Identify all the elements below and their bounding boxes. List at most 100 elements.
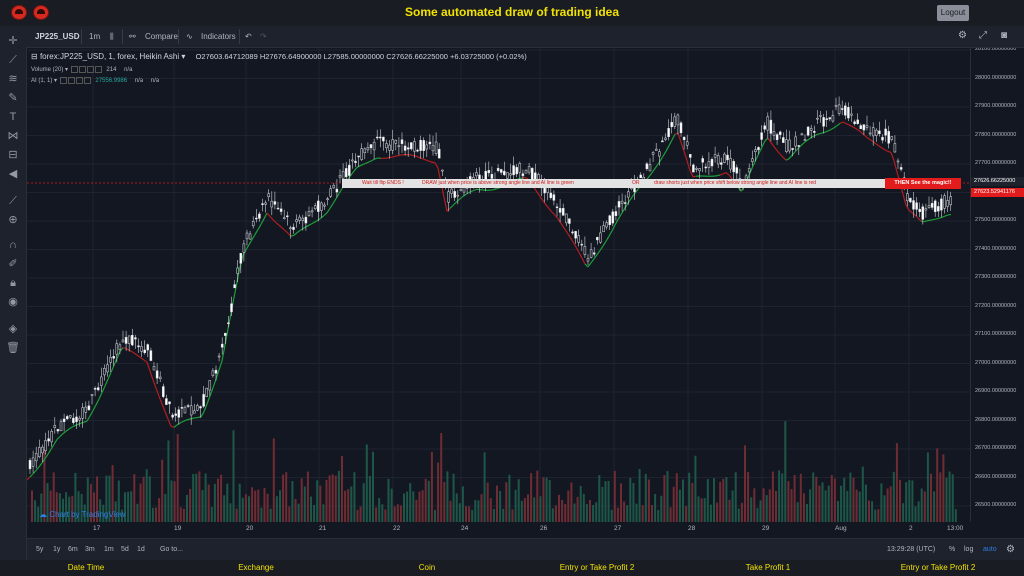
- candle-body: [853, 121, 856, 124]
- candle-body: [286, 215, 289, 218]
- watermark-text[interactable]: Chart by TradingView: [49, 510, 126, 519]
- compare-icon[interactable]: ⚯: [129, 32, 136, 41]
- price-tick-label: 26600.00000000: [975, 473, 1017, 480]
- crosshair-icon[interactable]: ✛: [8, 35, 18, 47]
- candle-body: [506, 172, 509, 179]
- eye-icon[interactable]: ◉: [8, 296, 18, 308]
- candle-body: [224, 332, 227, 336]
- ai-line-segment: [776, 150, 781, 155]
- date-tick-label: 19: [174, 525, 182, 532]
- volume-bar: [415, 499, 418, 522]
- tradingview-watermark[interactable]: ☁ Chart by TradingView: [39, 510, 126, 519]
- ai-line-segment: [242, 249, 247, 256]
- logout-button[interactable]: Logout: [937, 5, 969, 21]
- measure-icon[interactable]: ⊟: [8, 149, 18, 161]
- volume-label[interactable]: Volume (20): [31, 67, 64, 74]
- candle-body: [422, 140, 425, 151]
- undo-icon[interactable]: ↶: [245, 32, 252, 41]
- pattern-icon[interactable]: ⋈: [7, 130, 19, 142]
- candle-body: [313, 205, 317, 210]
- ai-line-segment: [647, 173, 652, 179]
- magnet-icon[interactable]: ∩: [9, 239, 17, 251]
- fib-icon[interactable]: ≋: [8, 73, 18, 85]
- volume-bar: [471, 509, 474, 522]
- arrow-left-icon[interactable]: ◀: [8, 168, 18, 180]
- fullscreen-icon[interactable]: ⤢: [979, 30, 987, 41]
- volume-bar: [579, 485, 582, 522]
- log-toggle[interactable]: log: [964, 546, 974, 553]
- redo-icon[interactable]: ↷: [260, 32, 267, 41]
- layers-icon[interactable]: ◈: [8, 323, 18, 335]
- legend-symbol[interactable]: forex:JP225_USD, 1, forex, Heikin Ashi: [39, 52, 180, 61]
- ruler-icon[interactable]: ⟋: [9, 195, 17, 207]
- volume-bar: [496, 485, 498, 522]
- ai-line-segment: [35, 466, 40, 471]
- trendline-icon[interactable]: ⟋: [9, 54, 17, 66]
- camera-icon[interactable]: ◙: [1001, 30, 1008, 41]
- candle-body: [450, 188, 453, 194]
- ai-line-segment: [887, 150, 892, 154]
- ai-label[interactable]: AI (1, 1): [31, 78, 53, 85]
- bottom-settings-icon[interactable]: ⚙: [1006, 544, 1015, 555]
- lock-icon[interactable]: 🔒︎: [10, 277, 16, 289]
- date-axis[interactable]: 17 19 20 21 22 24 26 27 28 29 Aug 2 13:00: [27, 522, 970, 536]
- volume-bar: [948, 471, 951, 522]
- text-tool-icon[interactable]: T: [9, 111, 17, 123]
- candle-body: [561, 208, 565, 216]
- chart-area[interactable]: ⊟ forex:JP225_USD, 1, forex, Heikin Ashi…: [27, 48, 970, 522]
- range-1y[interactable]: 1y: [53, 546, 61, 553]
- candle-body: [344, 168, 348, 178]
- candle-body: [769, 119, 773, 134]
- ai-line-segment: [281, 227, 286, 231]
- indicators-icon[interactable]: ∿: [186, 32, 193, 41]
- candle-body: [385, 143, 388, 149]
- candle-body: [360, 148, 363, 160]
- date-tick-label: 24: [461, 525, 469, 532]
- indicators-button[interactable]: Indicators: [201, 32, 236, 41]
- candle-body: [713, 154, 717, 158]
- brush-icon[interactable]: ✎: [8, 92, 18, 104]
- volume-bar: [759, 500, 762, 522]
- range-1m[interactable]: 1m: [104, 546, 114, 553]
- candle-style-icon[interactable]: ⫼: [110, 32, 114, 41]
- range-1d[interactable]: 1d: [137, 546, 145, 553]
- range-5y[interactable]: 5y: [36, 546, 44, 553]
- candle-body: [100, 376, 103, 386]
- compare-button[interactable]: Compare: [145, 32, 178, 41]
- candle-body: [716, 155, 720, 165]
- symbol-selector[interactable]: JP225_USD: [35, 32, 80, 41]
- price-tick-label: 26900.00000000: [975, 388, 1017, 394]
- percent-toggle[interactable]: %: [949, 546, 956, 553]
- legend-collapse-icon[interactable]: ⊟: [31, 52, 38, 61]
- ai-line-segment: [332, 198, 337, 204]
- volume-bar: [458, 503, 461, 522]
- lock-draw-icon[interactable]: ✐: [8, 258, 18, 270]
- volume-bar: [424, 478, 427, 522]
- volume-bar: [167, 440, 170, 522]
- price-axis[interactable]: 28100.00000000 28000.00000000 27900.000000…: [970, 48, 1024, 522]
- price-chart-svg[interactable]: [27, 48, 970, 522]
- volume-bar: [554, 505, 557, 522]
- candle-body: [416, 149, 419, 152]
- interval-selector[interactable]: 1m: [89, 32, 101, 41]
- zoom-icon[interactable]: ⊕: [8, 214, 18, 226]
- trash-icon[interactable]: 🗑︎: [6, 342, 20, 354]
- ai-line-segment: [353, 167, 358, 172]
- volume-bar: [303, 486, 306, 522]
- goto-button[interactable]: Go to...: [160, 546, 183, 553]
- ai-line-segment: [308, 223, 313, 226]
- volume-bar: [706, 479, 709, 522]
- ai-line-segment: [158, 395, 163, 405]
- price-tick-label: 28000.00000000: [975, 74, 1017, 81]
- candle-body: [503, 170, 506, 176]
- ai-line-segment: [320, 215, 325, 219]
- range-3m[interactable]: 3m: [85, 546, 95, 553]
- auto-toggle[interactable]: auto: [983, 546, 997, 553]
- candle-body: [772, 131, 776, 136]
- range-6m[interactable]: 6m: [68, 546, 78, 553]
- volume-bar: [744, 445, 746, 522]
- candle-body: [425, 144, 429, 150]
- volume-bar: [34, 500, 37, 522]
- range-5d[interactable]: 5d: [121, 546, 129, 553]
- settings-icon[interactable]: ⚙: [958, 30, 967, 41]
